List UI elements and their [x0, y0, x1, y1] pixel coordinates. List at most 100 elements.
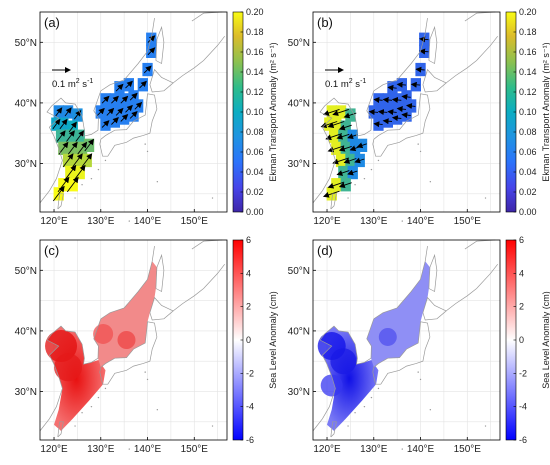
transport-vector	[419, 48, 429, 55]
transport-vector	[143, 65, 152, 74]
colorbar-tick-label: 0.14	[246, 67, 264, 77]
coastlines	[39, 11, 225, 222]
colorbar-tick-label: 0.10	[519, 107, 537, 117]
island	[401, 448, 403, 450]
coastline	[172, 263, 225, 312]
island	[74, 197, 76, 199]
transport-vector	[66, 130, 75, 142]
anomaly-core	[320, 374, 343, 397]
island	[211, 197, 214, 199]
island	[363, 405, 366, 408]
transport-vector	[419, 36, 429, 43]
x-tick-label: 120°E	[313, 216, 341, 227]
coastline	[445, 35, 498, 84]
panel-label: (c)	[44, 243, 59, 258]
island	[401, 220, 403, 222]
x-tick-label: 130°E	[360, 444, 388, 455]
coastline	[99, 93, 158, 157]
transport-vector	[387, 109, 397, 116]
island	[128, 448, 130, 450]
island	[104, 159, 107, 162]
colorbar-tick-label: 4	[519, 268, 524, 278]
transport-vector	[58, 141, 69, 155]
island	[81, 412, 83, 414]
anomaly-core	[54, 353, 83, 382]
coastline	[445, 263, 498, 312]
panel-c: 120°E 130°E 140°E 150°E 30°N 40°N 50°N (c) 6 4 2 0 -…	[15, 235, 278, 455]
coastline	[372, 93, 431, 157]
transport-vector	[125, 80, 133, 89]
x-tick-label: 140°E	[407, 444, 435, 455]
island	[146, 150, 149, 153]
colorbar-tick-label: -4	[519, 402, 527, 412]
coastline	[372, 321, 431, 385]
colorbar-tick-label: -2	[246, 368, 254, 378]
colorbar-label: Sea Level Anomaly (cm)	[541, 291, 550, 389]
transport-vector	[147, 47, 156, 56]
colorbar-tick-label: 0	[246, 335, 251, 345]
transport-vector	[373, 96, 383, 103]
colorbar-tick-label: 0.20	[246, 7, 264, 17]
y-tick-label: 30°N	[288, 159, 310, 170]
x-tick-label: 150°E	[181, 216, 209, 227]
anomaly-core	[378, 327, 397, 346]
island	[429, 408, 432, 411]
y-tick-label: 40°N	[15, 98, 37, 109]
transport-vector	[382, 118, 393, 125]
colorbar-tick-label: 0.12	[519, 87, 537, 97]
transport-vectors	[320, 36, 429, 198]
transport-vector	[66, 176, 79, 193]
transport-vector	[377, 109, 388, 116]
island	[419, 150, 422, 153]
island	[429, 180, 432, 183]
transport-vector	[101, 95, 110, 104]
colorbar-tick-label: 2	[519, 302, 524, 312]
colorbar-label: Ekman Transport Anomaly (m² s⁻¹)	[268, 42, 278, 181]
coastline	[330, 421, 337, 438]
island	[104, 387, 107, 390]
colorbar-tick-label: 0.08	[246, 127, 264, 137]
island	[354, 412, 356, 414]
transport-vector	[396, 81, 407, 88]
transport-vector	[406, 103, 416, 110]
island	[81, 184, 83, 186]
transport-vector	[97, 107, 105, 116]
transport-vector	[332, 108, 350, 116]
colorbar-tick-label: 0.00	[246, 207, 264, 217]
transport-vector	[338, 124, 352, 131]
colorbar-tick-label: 0.16	[519, 47, 537, 57]
panel-label: (d)	[317, 243, 333, 258]
coastline	[172, 35, 225, 84]
coastline	[155, 253, 165, 293]
y-tick-label: 50°N	[288, 266, 310, 277]
x-tick-label: 140°E	[134, 216, 162, 227]
island	[211, 425, 214, 427]
transport-vector	[347, 169, 358, 176]
transport-vector	[338, 182, 352, 188]
y-tick-label: 50°N	[15, 38, 37, 49]
colorbar-tick-label: 0.18	[246, 27, 264, 37]
coastline	[57, 421, 64, 438]
x-tick-label: 130°E	[87, 444, 115, 455]
coastline	[312, 246, 428, 432]
axes-frame	[39, 11, 228, 213]
transport-vector	[62, 153, 74, 168]
colorbar-tick-label: 0.10	[246, 107, 264, 117]
transport-vector	[101, 120, 110, 128]
coastline	[99, 321, 158, 385]
colorbar-label: Ekman Transport Anomaly (m² s⁻¹)	[541, 42, 550, 181]
island	[144, 143, 146, 145]
x-tick-label: 120°E	[313, 444, 341, 455]
x-tick-label: 130°E	[360, 216, 388, 227]
island	[417, 371, 419, 373]
island	[97, 168, 100, 171]
transport-vector	[111, 116, 119, 125]
panel-b: 0.1 m2 s-1 120°E 130°E 140°E 150°E 30°N 40°N 50…	[288, 7, 550, 227]
colorbar-tick-label: 0.12	[246, 87, 264, 97]
transport-vector	[72, 153, 83, 168]
colorbar-tick-label: 0.14	[519, 67, 537, 77]
x-tick-label: 120°E	[40, 216, 68, 227]
colorbar-tick-label: 6	[519, 235, 524, 245]
x-tick-label: 150°E	[181, 444, 209, 455]
